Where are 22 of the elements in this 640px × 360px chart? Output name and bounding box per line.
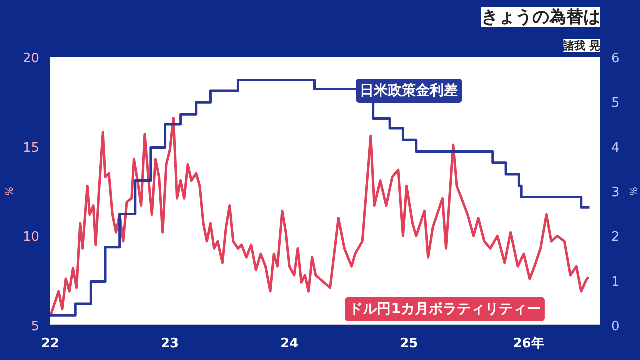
y2-tick-label: 0 bbox=[612, 320, 620, 334]
y2-tick-label: 6 bbox=[612, 52, 620, 66]
x-tick-label: 25 bbox=[400, 336, 418, 352]
x-tick-label: 23 bbox=[161, 336, 180, 352]
y-tick-label: 5 bbox=[31, 320, 40, 334]
y2-tick-label: 5 bbox=[612, 96, 620, 112]
series-label: 日米政策金利差 bbox=[360, 83, 458, 99]
x-tick-label: 26年 bbox=[513, 336, 544, 352]
chart-title: きょうの為替は bbox=[482, 8, 600, 28]
series-label: ドル円1カ月ボラティリティー bbox=[349, 301, 541, 318]
y2-tick-label: 4 bbox=[612, 140, 620, 156]
x-tick-label: 24 bbox=[280, 336, 299, 352]
y-tick-label: 20 bbox=[22, 52, 40, 66]
y2-axis-title: % bbox=[626, 186, 638, 196]
y-axis-title: % bbox=[4, 186, 16, 196]
x-tick-label: 22 bbox=[41, 336, 60, 352]
y-tick-label: 10 bbox=[22, 230, 40, 246]
y-tick-label: 15 bbox=[22, 140, 40, 156]
chart-subtitle: 諸我 晃 bbox=[562, 40, 601, 52]
y2-tick-label: 2 bbox=[612, 230, 620, 246]
y2-tick-label: 3 bbox=[612, 186, 620, 200]
y2-tick-label: 1 bbox=[612, 274, 620, 290]
